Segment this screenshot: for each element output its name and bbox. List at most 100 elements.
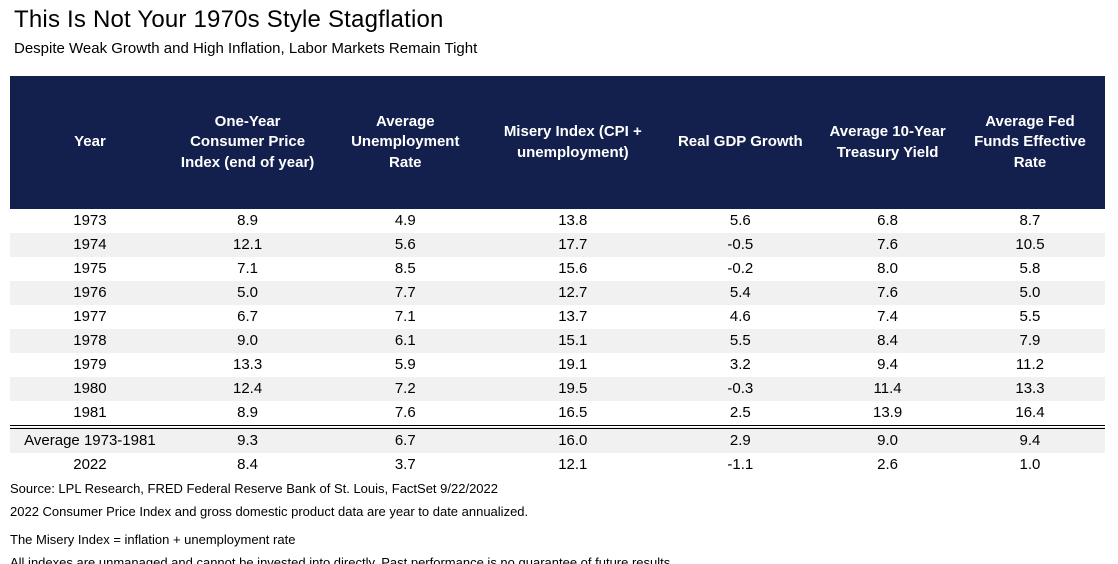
cell-gdp: 5.6: [729, 211, 751, 229]
source-note: Source: LPL Research, FRED Federal Reser…: [10, 481, 498, 496]
cell-unemployment: 5.9: [394, 355, 416, 373]
cell-unemployment: 7.6: [394, 403, 416, 421]
cell-year: 1973: [73, 211, 107, 229]
cell-fed-funds: 13.3: [954, 377, 1105, 401]
cell-year: 1978: [10, 329, 170, 353]
column-header-gdp-growth: Real GDP Growth: [660, 76, 821, 209]
table-row-average-1973-1981: Average 1973-1981 9.3 6.7 16.0 2.9 9.0 9…: [10, 425, 1105, 453]
cell-gdp: 3.2: [729, 355, 751, 373]
column-header-year: Year: [10, 76, 170, 209]
data-table: Year One-Year Consumer Price Index (end …: [10, 76, 1105, 477]
column-header-unemployment: Average Unemployment Rate: [325, 76, 486, 209]
cell-cpi: 7.1: [237, 259, 259, 277]
cell-fed-funds: 11.2: [1015, 355, 1044, 373]
cell-unemployment: 4.9: [394, 211, 416, 229]
title-block: This Is Not Your 1970s Style Stagflation…: [0, 0, 1118, 57]
cell-gdp: -0.2: [727, 259, 754, 277]
column-header-treasury-yield: Average 10-Year Treasury Yield: [820, 76, 955, 209]
cell-misery: 15.1: [485, 329, 661, 353]
table-row-1975: 1975 7.1 8.5 15.6 -0.2 8.0 5.8: [10, 257, 1105, 281]
cell-unemployment: 7.2: [325, 377, 486, 401]
cell-year: 1980: [10, 377, 170, 401]
cell-treasury: 7.6: [820, 281, 955, 305]
column-header-cpi: One-Year Consumer Price Index (end of ye…: [169, 76, 326, 209]
cell-year: 1979: [73, 355, 107, 373]
table-row-1974: 1974 12.1 5.6 17.7 -0.5 7.6 10.5: [10, 233, 1105, 257]
cell-unemployment: 6.7: [325, 425, 486, 453]
column-header-misery-index: Misery Index (CPI + unemployment): [485, 76, 661, 209]
cell-misery: 13.7: [558, 307, 588, 325]
cell-misery: 15.6: [558, 259, 588, 277]
misery-index-definition: The Misery Index = inflation + unemploym…: [10, 532, 296, 548]
cell-gdp: 5.5: [660, 329, 821, 353]
cell-treasury: 8.0: [877, 259, 899, 277]
cell-gdp: 2.9: [660, 425, 821, 453]
cell-unemployment: 7.7: [325, 281, 486, 305]
cell-gdp: -0.5: [660, 233, 821, 257]
cell-year: 1975: [73, 259, 107, 277]
cell-gdp: -0.3: [660, 377, 821, 401]
cell-cpi: 6.7: [237, 307, 259, 325]
cell-fed-funds: 5.8: [1019, 259, 1041, 277]
page-title: This Is Not Your 1970s Style Stagflation: [14, 6, 444, 33]
table-row-1973: 1973 8.9 4.9 13.8 5.6 6.8 8.7: [10, 209, 1105, 233]
cell-treasury: 11.4: [820, 377, 955, 401]
cell-unemployment: 6.1: [325, 329, 486, 353]
cell-cpi: 8.4: [237, 455, 259, 473]
cell-treasury: 2.6: [877, 455, 899, 473]
cell-fed-funds: 1.0: [1019, 455, 1041, 473]
cell-misery: 13.8: [558, 211, 588, 229]
cell-fed-funds: 8.7: [1019, 211, 1041, 229]
cell-misery: 16.0: [485, 425, 661, 453]
column-header-fed-funds: Average Fed Funds Effective Rate: [954, 76, 1105, 209]
header-row: Year One-Year Consumer Price Index (end …: [10, 76, 1105, 209]
table-row-2022: 2022 8.4 3.7 12.1 -1.1 2.6 1.0: [10, 453, 1105, 477]
annualized-note: 2022 Consumer Price Index and gross dome…: [10, 503, 529, 519]
cell-misery: 12.1: [558, 455, 588, 473]
cell-misery: 12.7: [485, 281, 661, 305]
cell-year: 1977: [73, 307, 107, 325]
cell-year: Average 1973-1981: [10, 425, 170, 453]
cell-unemployment: 7.1: [394, 307, 416, 325]
cell-misery: 16.5: [558, 403, 588, 421]
table-container: Year One-Year Consumer Price Index (end …: [10, 76, 1105, 477]
table-row-1977: 1977 6.7 7.1 13.7 4.6 7.4 5.5: [10, 305, 1105, 329]
cell-year: 2022: [73, 455, 107, 473]
cell-misery: 19.1: [558, 355, 588, 373]
table-row-1976: 1976 5.0 7.7 12.7 5.4 7.6 5.0: [10, 281, 1105, 305]
cell-year: 1974: [10, 233, 170, 257]
footnotes: Source: LPL Research, FRED Federal Reser…: [10, 481, 1108, 564]
cell-cpi: 12.1: [169, 233, 326, 257]
table-row-1980: 1980 12.4 7.2 19.5 -0.3 11.4 13.3: [10, 377, 1105, 401]
cell-cpi: 8.9: [237, 211, 259, 229]
cell-gdp: -1.1: [727, 455, 754, 473]
cell-misery: 19.5: [485, 377, 661, 401]
cell-fed-funds: 5.5: [1019, 307, 1041, 325]
cell-treasury: 13.9: [872, 403, 903, 421]
cell-unemployment: 5.6: [325, 233, 486, 257]
cell-cpi: 9.3: [169, 425, 326, 453]
cell-cpi: 5.0: [169, 281, 326, 305]
cell-fed-funds: 5.0: [954, 281, 1105, 305]
cell-cpi: 12.4: [169, 377, 326, 401]
cell-treasury: 9.0: [820, 425, 955, 453]
cell-fed-funds: 9.4: [954, 425, 1105, 453]
cell-unemployment: 3.7: [394, 455, 416, 473]
cell-gdp: 5.4: [660, 281, 821, 305]
cell-treasury: 7.4: [877, 307, 899, 325]
cell-fed-funds: 7.9: [954, 329, 1105, 353]
cell-year: 1981: [73, 403, 107, 421]
cell-fed-funds: 16.4: [1015, 403, 1045, 421]
table-row-1981: 1981 8.9 7.6 16.5 2.5 13.9 16.4: [10, 401, 1105, 427]
table-row-1979: 1979 13.3 5.9 19.1 3.2 9.4 11.2: [10, 353, 1105, 377]
page-subtitle: Despite Weak Growth and High Inflation, …: [14, 39, 478, 57]
cell-fed-funds: 10.5: [954, 233, 1105, 257]
cell-cpi: 8.9: [237, 403, 259, 421]
cell-gdp: 2.5: [729, 403, 751, 421]
cell-treasury: 8.4: [820, 329, 955, 353]
cell-unemployment: 8.5: [394, 259, 416, 277]
cell-year: 1976: [10, 281, 170, 305]
cell-treasury: 6.8: [877, 211, 899, 229]
cell-cpi: 9.0: [169, 329, 326, 353]
